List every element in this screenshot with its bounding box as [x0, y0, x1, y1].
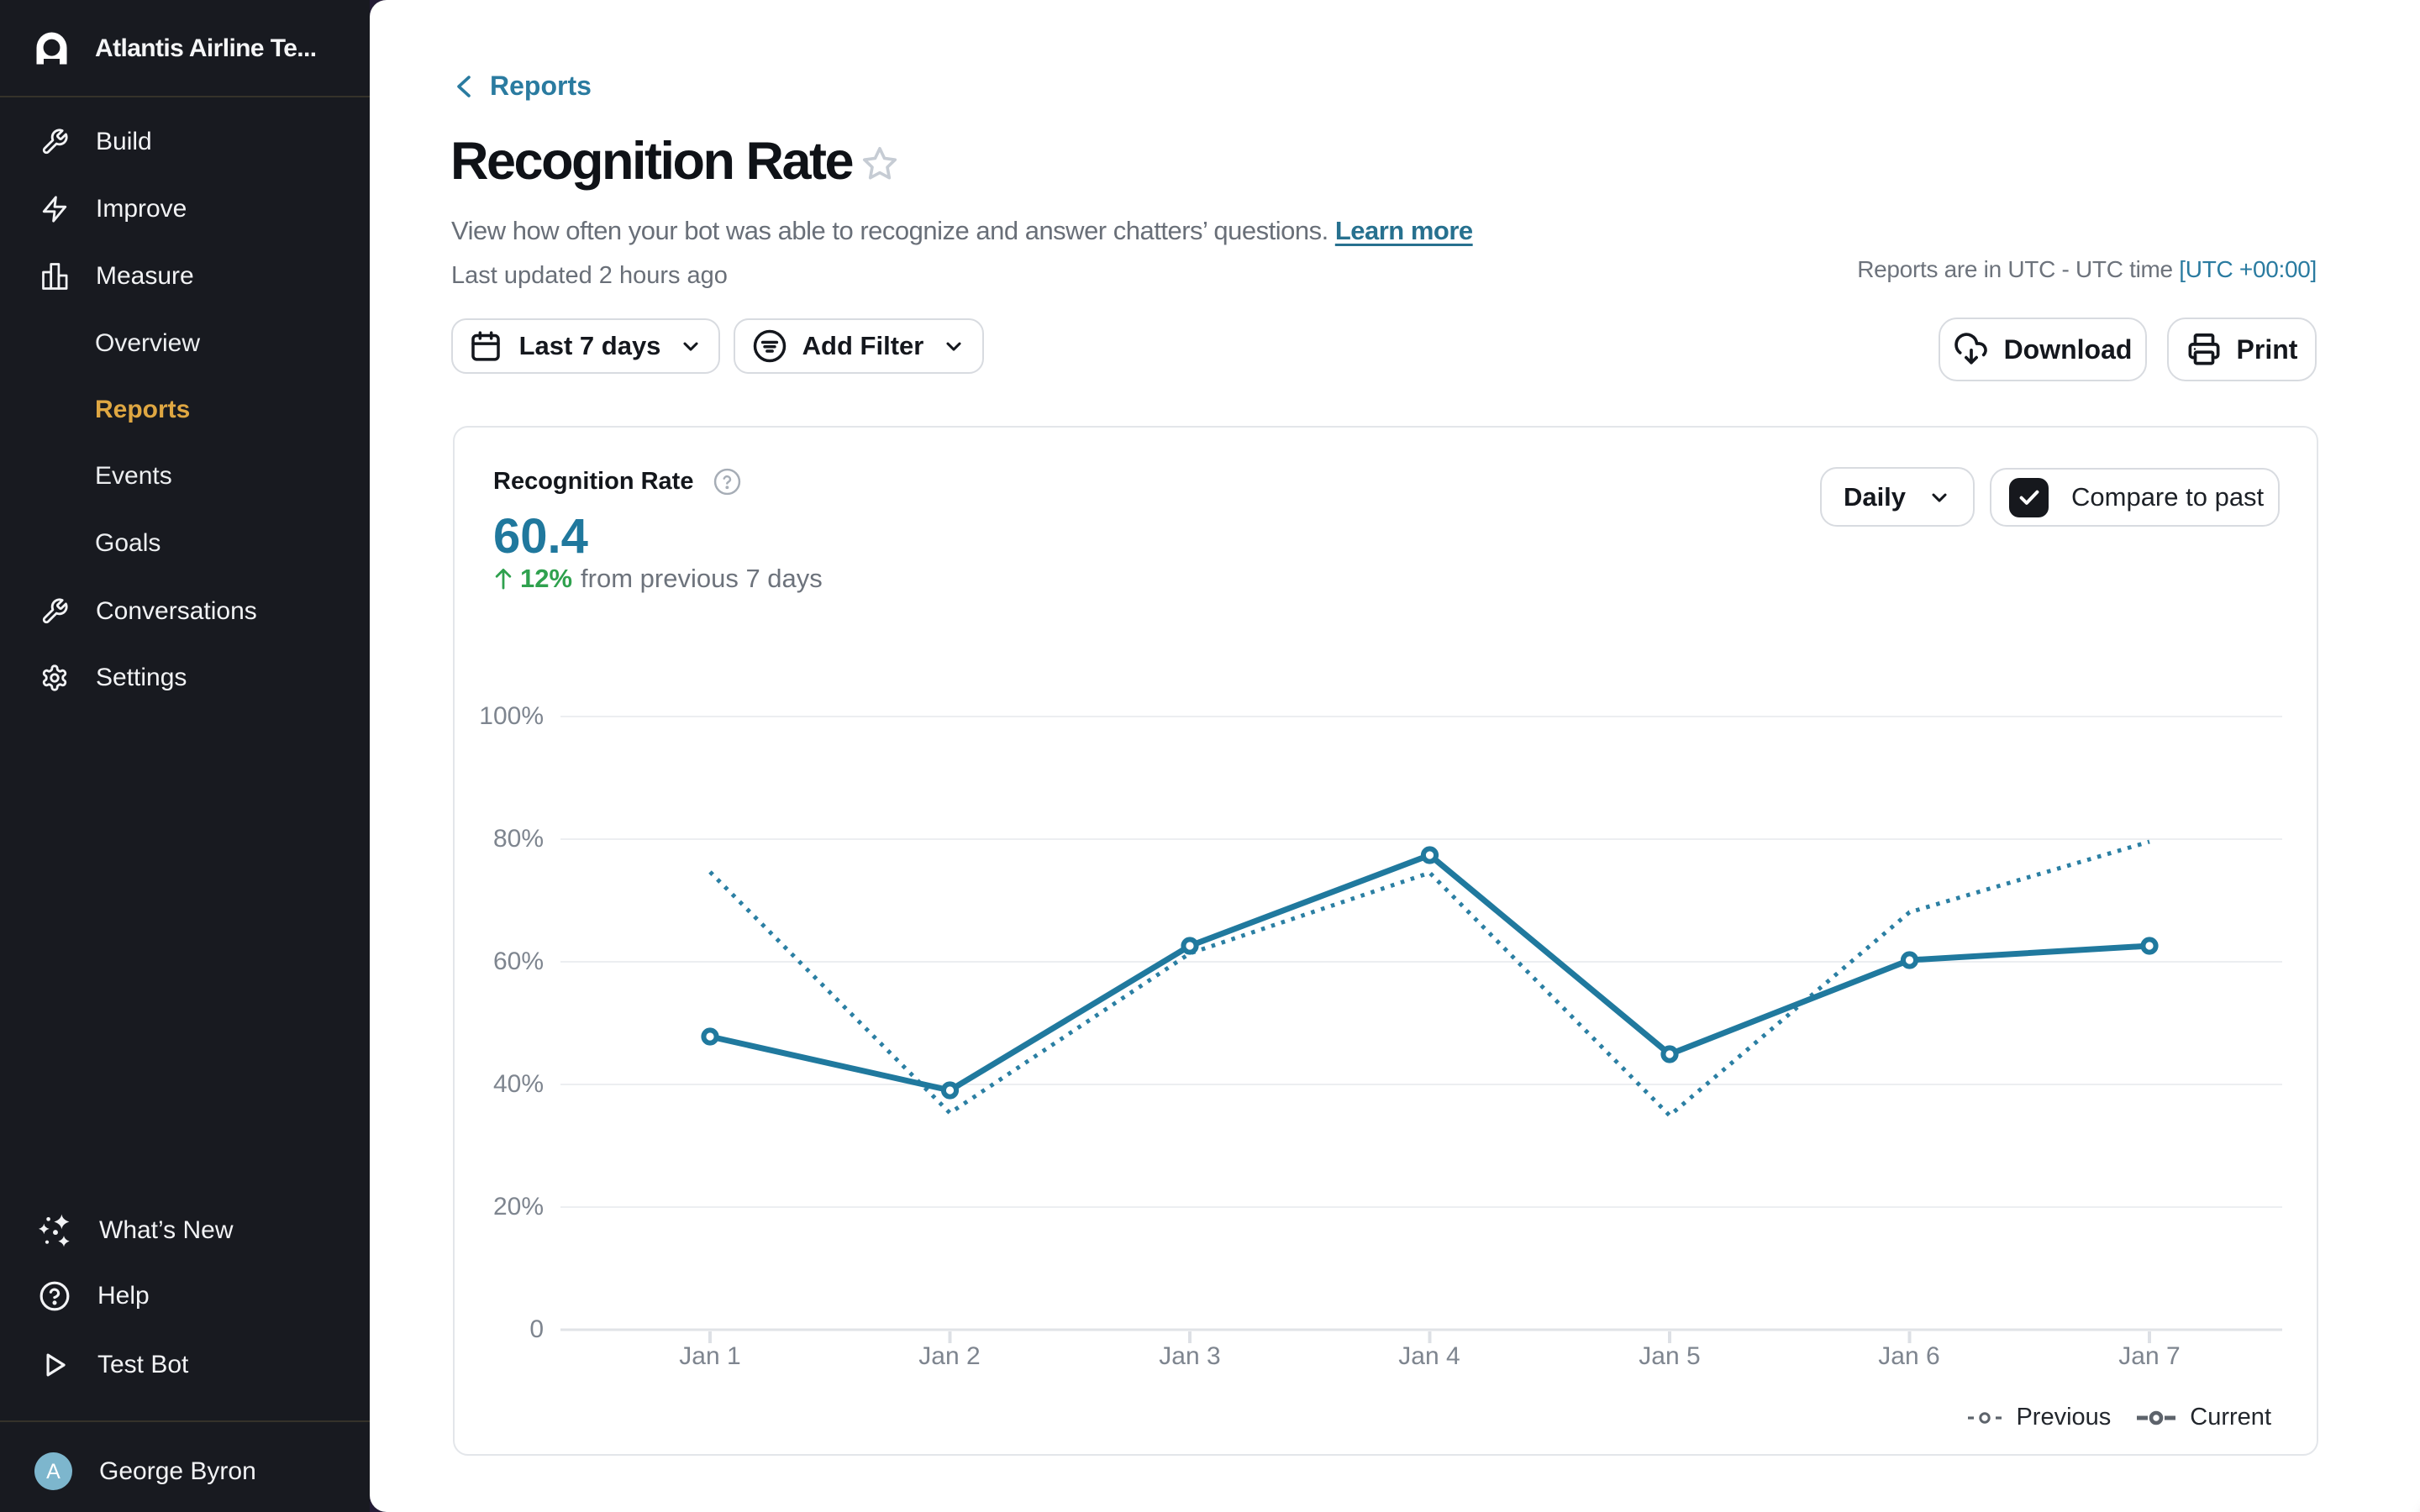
svg-text:A: A	[46, 1460, 60, 1483]
